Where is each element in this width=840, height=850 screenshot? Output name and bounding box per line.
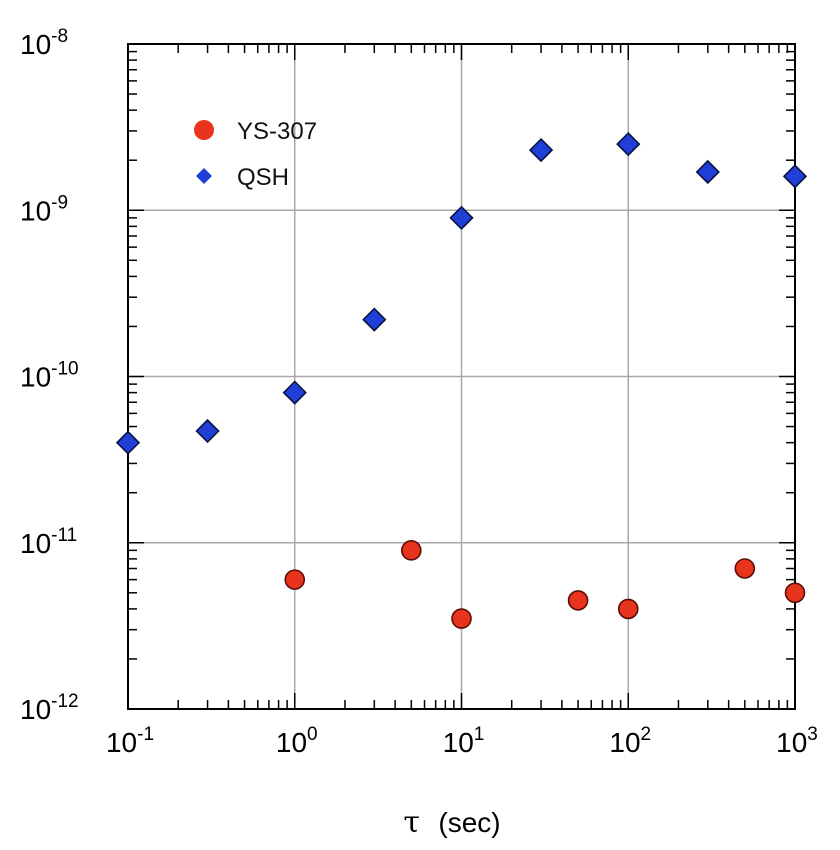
y-tick-label-exponent: -11 bbox=[51, 525, 77, 546]
y-tick-label-base: 10 bbox=[20, 362, 51, 393]
legend: YS-307 QSH bbox=[194, 118, 317, 191]
x-tick-label: 10-1 bbox=[106, 724, 154, 758]
x-tick-label-base: 10 bbox=[443, 727, 474, 758]
y-tick-label: 10-8 bbox=[20, 26, 68, 60]
x-axis-label-symbol: τ bbox=[403, 805, 420, 840]
x-tick-label: 101 bbox=[443, 724, 485, 758]
y-tick-label-exponent: -8 bbox=[51, 26, 68, 47]
diamond-marker bbox=[282, 380, 307, 405]
x-tick-label: 100 bbox=[276, 724, 318, 758]
circle-marker bbox=[451, 608, 472, 629]
diamond-marker bbox=[782, 164, 808, 189]
circle-marker bbox=[784, 582, 806, 604]
y-tick-label-exponent: -9 bbox=[51, 192, 68, 213]
y-tick-label-exponent: -10 bbox=[51, 359, 78, 380]
circle-marker bbox=[567, 590, 589, 611]
diamond-marker bbox=[115, 430, 141, 455]
x-axis-label: τ (sec) bbox=[403, 805, 500, 840]
x-tick-label-base: 10 bbox=[609, 727, 640, 758]
x-tick-label-base: 10 bbox=[276, 727, 307, 758]
x-tick-labels: 10-1 100 101 102 103 bbox=[106, 724, 818, 758]
legend-circle-marker bbox=[194, 120, 214, 140]
x-tick-label: 102 bbox=[609, 724, 651, 758]
y-tick-label-base: 10 bbox=[20, 29, 51, 60]
circle-marker bbox=[401, 540, 422, 561]
circle-marker bbox=[284, 569, 306, 590]
legend-diamond-marker bbox=[196, 168, 212, 184]
diamond-marker bbox=[616, 131, 641, 157]
x-tick-label-exponent: 3 bbox=[807, 724, 818, 745]
minor-ticks bbox=[127, 44, 795, 710]
y-tick-label: 10-11 bbox=[20, 525, 77, 559]
x-tick-label-base: 10 bbox=[776, 727, 807, 758]
y-tick-label-base: 10 bbox=[20, 195, 51, 226]
diamond-marker bbox=[362, 307, 387, 332]
diamond-marker bbox=[195, 418, 220, 444]
x-tick-label-exponent: -1 bbox=[137, 724, 154, 745]
y-tick-label: 10-12 bbox=[20, 691, 79, 725]
circle-marker bbox=[734, 558, 756, 579]
x-tick-label-exponent: 1 bbox=[474, 724, 485, 745]
data-markers bbox=[115, 131, 808, 629]
y-tick-label: 10-10 bbox=[20, 359, 79, 393]
x-tick-label-base: 10 bbox=[106, 727, 137, 758]
diamond-marker bbox=[695, 159, 720, 185]
x-axis-label-unit: (sec) bbox=[438, 807, 500, 838]
circle-marker bbox=[617, 598, 639, 620]
legend-entry-label: YS-307 bbox=[237, 118, 317, 145]
x-tick-label-exponent: 0 bbox=[307, 724, 318, 745]
legend-entry-label: QSH bbox=[237, 164, 289, 191]
diamond-marker bbox=[528, 137, 554, 163]
y-tick-label-base: 10 bbox=[20, 528, 51, 559]
y-tick-label: 10-9 bbox=[20, 192, 68, 226]
x-tick-label: 103 bbox=[776, 724, 818, 758]
y-tick-label-exponent: -12 bbox=[51, 691, 78, 712]
plot-frame bbox=[127, 43, 796, 710]
diamond-marker bbox=[449, 205, 474, 230]
x-tick-label-exponent: 2 bbox=[641, 724, 652, 745]
y-tick-label-base: 10 bbox=[20, 694, 51, 725]
